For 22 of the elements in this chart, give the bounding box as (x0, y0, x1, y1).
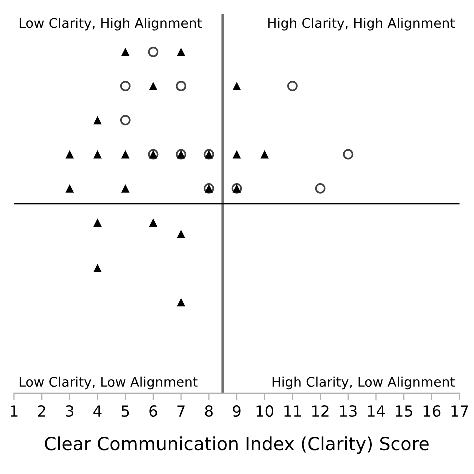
x-axis-title: Clear Communication Index (Clarity) Score (45, 436, 429, 454)
x-tick-label: 11 (284, 406, 302, 417)
x-tick-label: 8 (205, 405, 213, 418)
x-tick-label: 14 (368, 406, 386, 417)
x-tick-label: 17 (452, 406, 468, 417)
x-tick-label: 3 (66, 405, 74, 418)
x-tick-label: 4 (94, 406, 102, 417)
x-tick-label: 15 (396, 406, 412, 418)
text: High Clarity, High Alignment (268, 18, 456, 31)
x-tick-label: 6 (150, 405, 158, 418)
x-tick-label: 13 (340, 405, 357, 418)
x-tick-label: 10 (256, 405, 274, 418)
x-tick-label: 16 (424, 405, 441, 418)
x-tick-label: 5 (122, 406, 130, 418)
text: High Clarity, Low Alignment (272, 376, 456, 390)
x-tick-label: 12 (312, 405, 329, 417)
x-tick-label: 9 (233, 405, 241, 418)
x-tick-label: 1 (11, 406, 18, 417)
text: Low Clarity, High Alignment (20, 18, 202, 31)
x-tick-label: 7 (178, 406, 185, 417)
x-tick-label: 2 (38, 405, 46, 417)
text: Low Clarity, Low Alignment (20, 376, 198, 390)
